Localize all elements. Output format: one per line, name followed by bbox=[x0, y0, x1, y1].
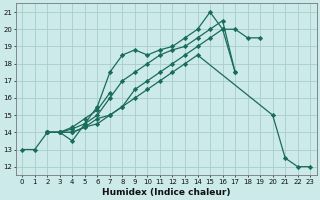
X-axis label: Humidex (Indice chaleur): Humidex (Indice chaleur) bbox=[102, 188, 230, 197]
